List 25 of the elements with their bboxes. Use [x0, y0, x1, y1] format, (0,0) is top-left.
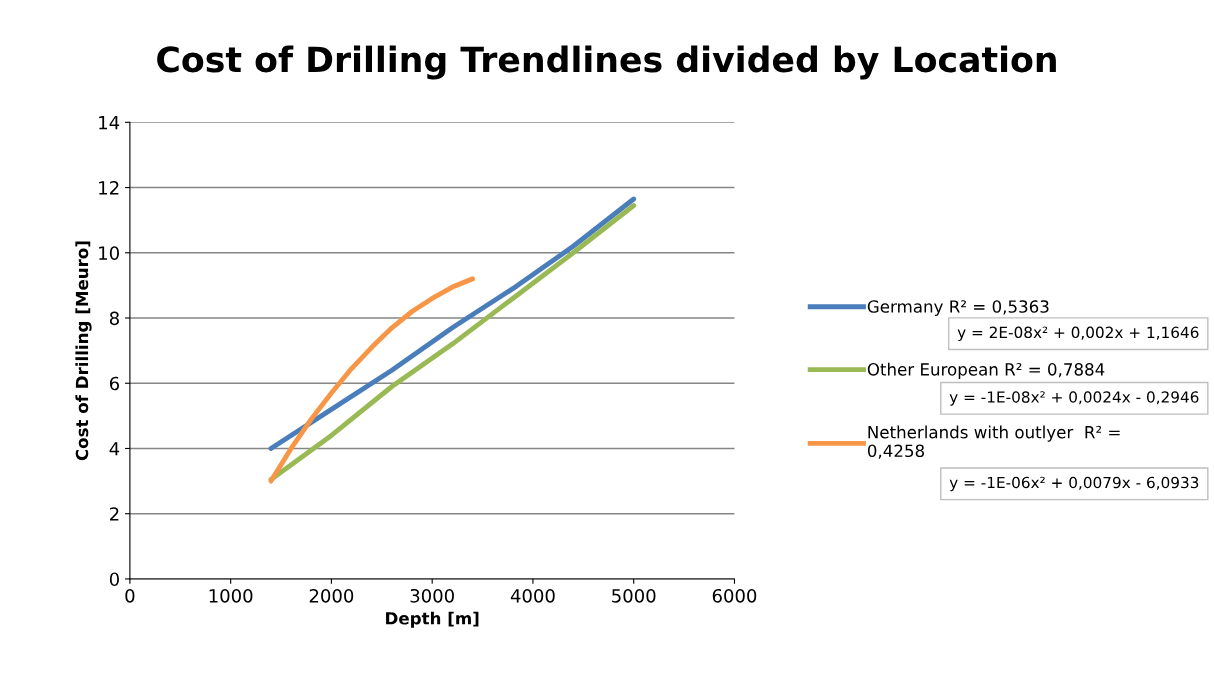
- y-tick-label: 0: [109, 572, 119, 587]
- y-tick-label: 12: [99, 181, 119, 195]
- x-tick-label: 5000: [612, 588, 656, 603]
- legend-label: Other European R² = 0,7884: [867, 362, 1105, 379]
- y-tick-label: 14: [99, 116, 120, 130]
- x-axis-title: Depth [m]: [386, 611, 479, 628]
- line-series: [268, 276, 475, 484]
- y-tick-label: 6: [109, 376, 120, 391]
- x-tick-label: 2000: [309, 588, 354, 603]
- y-tick-label: 4: [109, 442, 120, 456]
- x-tick-label: 6000: [712, 588, 757, 603]
- y-tick-label: 2: [110, 507, 119, 521]
- y-tick-label: 10: [99, 246, 119, 260]
- x-tick-label: 0: [125, 588, 135, 603]
- text: y = 2E-08x² + 0,002x + 1,1646: [957, 326, 1199, 342]
- y-tick-label: 8: [109, 311, 119, 326]
- y-axis-title: Cost of Drilling [Meuro]: [75, 241, 92, 461]
- text: y = -1E-08x² + 0,0024x - 0,2946: [949, 391, 1199, 406]
- chart-title: Cost of Drilling Trendlines divided by Location: [157, 45, 1056, 80]
- x-tick-label: 3000: [410, 588, 454, 603]
- legend-label: Netherlands with outlyer R² = 0,4258: [867, 425, 1120, 459]
- legend-label: Germany R² = 0,5363: [867, 300, 1049, 317]
- x-tick-label: 4000: [510, 588, 555, 603]
- text: y = -1E-06x² + 0,0079x - 6,0933: [949, 476, 1199, 492]
- x-tick-label: 1000: [209, 588, 253, 603]
